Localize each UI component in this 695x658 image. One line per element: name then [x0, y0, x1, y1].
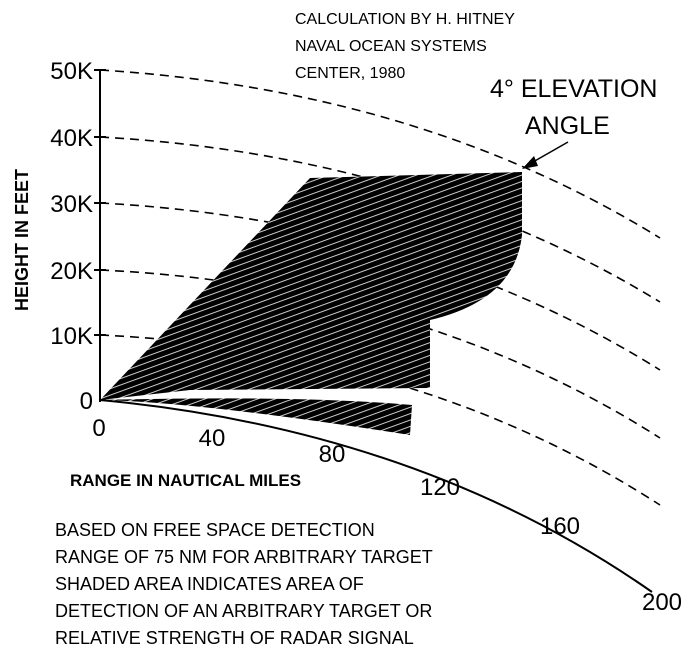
- x-axis-label: RANGE IN NAUTICAL MILES: [70, 471, 301, 490]
- y-tick-label: 50K: [50, 58, 93, 85]
- y-ticks: [94, 69, 106, 336]
- y-tick-label: 30K: [50, 191, 93, 218]
- x-tick-label: 200: [642, 589, 682, 616]
- x-tick-label: 80: [319, 441, 346, 468]
- y-axis-label: HEIGHT IN FEET: [12, 169, 32, 311]
- earth-curve: [99, 399, 653, 593]
- arrow-head: [522, 156, 538, 169]
- note-line: BASED ON FREE SPACE DETECTION: [55, 520, 375, 540]
- note-line: RANGE OF 75 NM FOR ARBITRARY TARGET: [55, 547, 433, 567]
- elevation-label: ANGLE: [525, 112, 610, 140]
- x-tick-label: 40: [199, 425, 226, 452]
- note-line: DETECTION OF AN ARBITRARY TARGET OR: [55, 601, 432, 621]
- annotation-line: CENTER, 1980: [295, 65, 405, 82]
- elevation-label: 4° ELEVATION: [490, 75, 657, 103]
- x-tick-label: 120: [420, 474, 460, 501]
- annotation-line: NAVAL OCEAN SYSTEMS: [295, 38, 487, 55]
- annotation-line: CALCULATION BY H. HITNEY: [295, 11, 515, 28]
- y-tick-label: 20K: [50, 258, 93, 285]
- y-tick-label: 40K: [50, 125, 93, 152]
- note-line: RELATIVE STRENGTH OF RADAR SIGNAL: [55, 628, 414, 648]
- coverage-area: [100, 172, 522, 400]
- y-tick-label: 10K: [50, 323, 93, 350]
- y-tick-label: 0: [80, 388, 93, 415]
- height-curve: [99, 69, 661, 239]
- coverage-lobe: [100, 398, 412, 435]
- x-tick-label: 0: [92, 415, 105, 442]
- note-line: SHADED AREA INDICATES AREA OF: [55, 574, 364, 594]
- x-tick-label: 160: [540, 513, 580, 540]
